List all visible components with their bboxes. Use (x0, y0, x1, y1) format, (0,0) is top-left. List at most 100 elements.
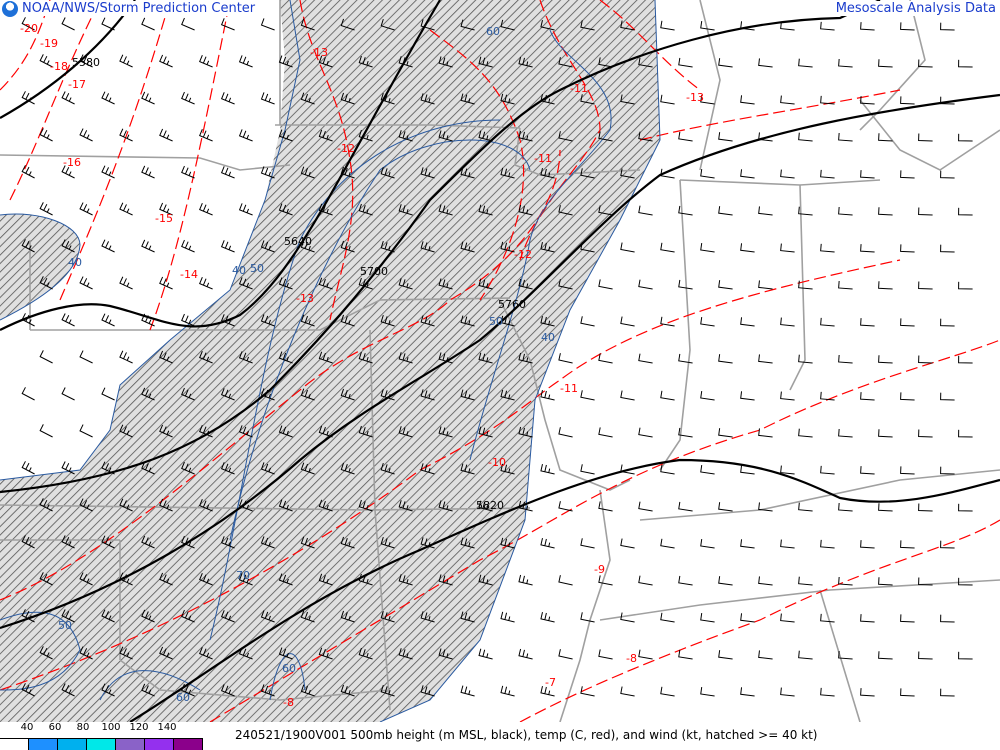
wind-barb (798, 354, 813, 364)
wind-barb (638, 501, 653, 512)
wind-barb (460, 389, 475, 401)
wind-barb (860, 614, 875, 623)
wind-barb (660, 464, 675, 475)
wind-barb (340, 388, 355, 401)
wind-barb (878, 577, 893, 586)
wind-barb (340, 462, 355, 475)
wind-barb (958, 651, 973, 660)
legend-tick: 40 (20, 722, 34, 733)
wind-barb (39, 424, 53, 438)
wind-barb (838, 354, 853, 364)
wind-barb (340, 166, 355, 179)
wind-barb (181, 239, 195, 253)
wind-barb (660, 390, 675, 401)
wind-barb (278, 129, 293, 142)
wind-barb (141, 165, 155, 179)
wind-barb (220, 166, 235, 179)
wind-barb (119, 202, 133, 216)
wind-barb (318, 425, 333, 438)
wind-barb (220, 536, 235, 549)
wind-barb (420, 19, 435, 31)
wind-barb (260, 314, 275, 327)
wind-barb (820, 465, 835, 475)
wind-barb (260, 92, 275, 105)
wind-barb (278, 351, 293, 364)
isotach-label: 40 (232, 264, 246, 277)
wind-barb (260, 166, 275, 179)
wind-barb (380, 166, 395, 179)
wind-barb (780, 21, 795, 31)
wind-barb (820, 687, 835, 697)
wind-barb (740, 95, 755, 105)
wind-barb (740, 391, 755, 401)
wind-barb (780, 613, 795, 623)
footer: 40 60 80 100 120 140 240521/1900V001 500… (0, 722, 1000, 750)
wind-barb (420, 167, 435, 179)
wind-barb (358, 499, 373, 512)
wind-barb (718, 132, 733, 142)
wind-barb (900, 22, 915, 31)
wind-barb (638, 131, 653, 142)
wind-barb (580, 464, 595, 475)
temp-label: -8 (626, 652, 637, 665)
wind-barb (278, 499, 293, 512)
wind-barb (101, 461, 115, 475)
wind-barb (598, 131, 613, 142)
wind-barb (540, 611, 555, 623)
wind-barb (220, 610, 235, 623)
wind-barb (500, 315, 515, 327)
wind-barb (380, 18, 395, 31)
wind-barb (199, 128, 213, 142)
wind-barb (820, 317, 835, 327)
wind-barb (21, 165, 35, 179)
wind-barb (918, 429, 933, 438)
wind-barb (101, 91, 115, 105)
wind-barb (500, 685, 515, 697)
wind-barb (558, 57, 573, 68)
wind-barb (478, 204, 493, 216)
wind-barb (798, 132, 813, 142)
wind-barb (380, 92, 395, 105)
wind-barb (700, 465, 715, 475)
wind-barb (678, 575, 693, 586)
wind-barb (780, 539, 795, 549)
wind-barb (141, 535, 155, 549)
wind-barb (860, 466, 875, 475)
wind-barb (420, 463, 435, 475)
wind-barb (358, 277, 373, 290)
wind-barb (318, 499, 333, 512)
temp-label: -10 (488, 456, 506, 469)
wind-barb (199, 646, 213, 660)
wind-barb (300, 536, 315, 549)
wind-barb (918, 281, 933, 290)
temp-label: -18 (50, 60, 68, 73)
wind-barb (758, 58, 773, 68)
wind-barb (220, 18, 235, 31)
wind-barb (79, 646, 93, 660)
wind-barb (61, 683, 75, 697)
wind-barb (638, 575, 653, 586)
wind-barb (780, 243, 795, 253)
wind-barb (758, 280, 773, 290)
temp-label: -13 (686, 91, 704, 104)
isotach-label: 50 (58, 619, 72, 632)
wind-barb (278, 425, 293, 438)
wind-barb (918, 207, 933, 216)
wind-barb (638, 427, 653, 438)
wind-barb (518, 352, 533, 364)
height-label: 5580 (72, 56, 100, 69)
legend-tick: 60 (48, 722, 62, 733)
wind-barb (758, 206, 773, 216)
isotach-label: 60 (282, 662, 296, 675)
wind-barb (678, 649, 693, 660)
wind-barb (380, 610, 395, 623)
wind-barb (638, 353, 653, 364)
wind-barb (318, 351, 333, 364)
wind-barb (358, 573, 373, 586)
wind-barb (438, 130, 453, 142)
wind-barb (860, 540, 875, 549)
wind-barb (700, 243, 715, 253)
wind-barb (220, 388, 235, 401)
isotach-label: 60 (176, 691, 190, 704)
temp-label: -9 (594, 563, 605, 576)
